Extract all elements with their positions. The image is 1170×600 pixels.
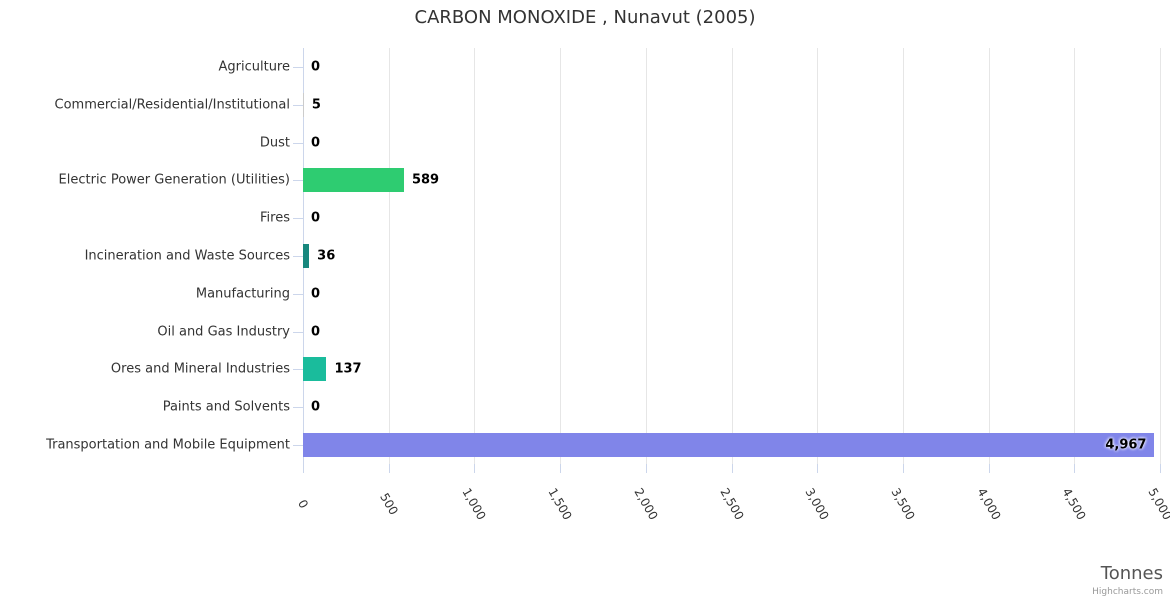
gridline [902, 48, 904, 464]
bar[interactable] [303, 244, 310, 268]
category-label: Dust [259, 135, 290, 151]
category-label: Agriculture [218, 59, 291, 75]
x-axis-label: 4,500 [1059, 485, 1089, 523]
category-tick-mark [293, 104, 303, 106]
highcharts-credit-link[interactable]: Highcharts.com [1092, 587, 1163, 597]
gridline [731, 48, 733, 464]
gridline [988, 48, 990, 464]
x-axis-tick-mark [988, 464, 990, 473]
data-label: 36 [317, 248, 336, 264]
gridline [645, 48, 647, 464]
category-label: Fires [260, 210, 290, 226]
category-tick-mark [293, 256, 303, 257]
data-label: 0 [311, 286, 321, 302]
x-axis-label: 1,500 [545, 485, 575, 523]
chart-title: CARBON MONOXIDE , Nunavut (2005) [414, 7, 756, 28]
x-axis-tick-mark [817, 464, 819, 473]
category-label: Manufacturing [195, 286, 290, 302]
gridline [817, 48, 819, 464]
category-label: Electric Power Generation (Utilities) [58, 172, 290, 188]
gridline [388, 48, 390, 464]
x-axis-label: 5,000 [1145, 485, 1170, 523]
data-label: 137 [334, 361, 362, 377]
category-tick-mark [293, 445, 303, 447]
x-axis-tick-mark [1160, 464, 1161, 473]
bar[interactable] [303, 433, 1155, 458]
x-axis-tick-mark [560, 464, 562, 473]
data-label: 0 [311, 210, 321, 226]
data-label: 0 [311, 324, 321, 340]
data-label: 5 [311, 97, 321, 113]
x-axis-title: Tonnes [1100, 563, 1163, 584]
x-axis-tick-mark [645, 464, 647, 473]
data-label: 4,967 [1105, 437, 1147, 453]
x-axis-tick-mark [1074, 464, 1076, 473]
x-axis-label: 4,000 [973, 485, 1004, 523]
gridline [560, 48, 562, 464]
x-axis-label: 3,000 [802, 485, 832, 523]
category-label: Incineration and Waste Sources [84, 248, 290, 264]
x-axis-label: 500 [376, 490, 401, 518]
bar[interactable] [303, 168, 404, 193]
gridline [1074, 48, 1076, 464]
category-tick-mark [293, 142, 303, 144]
category-label: Paints and Solvents [162, 399, 290, 415]
x-axis-label: 1,000 [459, 485, 490, 523]
x-axis-label: 3,500 [888, 485, 918, 523]
gridline [474, 48, 476, 464]
data-label: 0 [311, 399, 321, 415]
x-axis-tick-mark [902, 464, 904, 473]
category-label: Oil and Gas Industry [157, 324, 290, 340]
category-label: Ores and Mineral Industries [110, 361, 290, 377]
data-label: 589 [411, 172, 440, 188]
x-axis-tick-mark [303, 464, 304, 473]
x-axis-label: 2,500 [716, 485, 747, 523]
x-axis-tick-mark [388, 464, 390, 473]
category-label: Commercial/Residential/Institutional [54, 97, 291, 113]
bar[interactable] [303, 357, 327, 382]
category-tick-mark [293, 331, 303, 333]
x-axis-tick-mark [474, 464, 476, 473]
data-label: 0 [311, 135, 321, 151]
category-tick-mark [293, 66, 303, 68]
category-tick-mark [293, 369, 303, 371]
x-axis-label: 2,000 [631, 485, 661, 523]
x-axis-label: 0 [295, 497, 311, 511]
category-tick-mark [293, 293, 303, 295]
category-label: Transportation and Mobile Equipment [46, 437, 290, 453]
category-tick-mark [293, 218, 303, 220]
category-tick-mark [293, 180, 303, 182]
gridline [1160, 48, 1161, 464]
data-label: 0 [311, 59, 321, 75]
bar[interactable] [303, 92, 304, 117]
x-axis-tick-mark [731, 464, 733, 473]
category-tick-mark [293, 407, 303, 409]
